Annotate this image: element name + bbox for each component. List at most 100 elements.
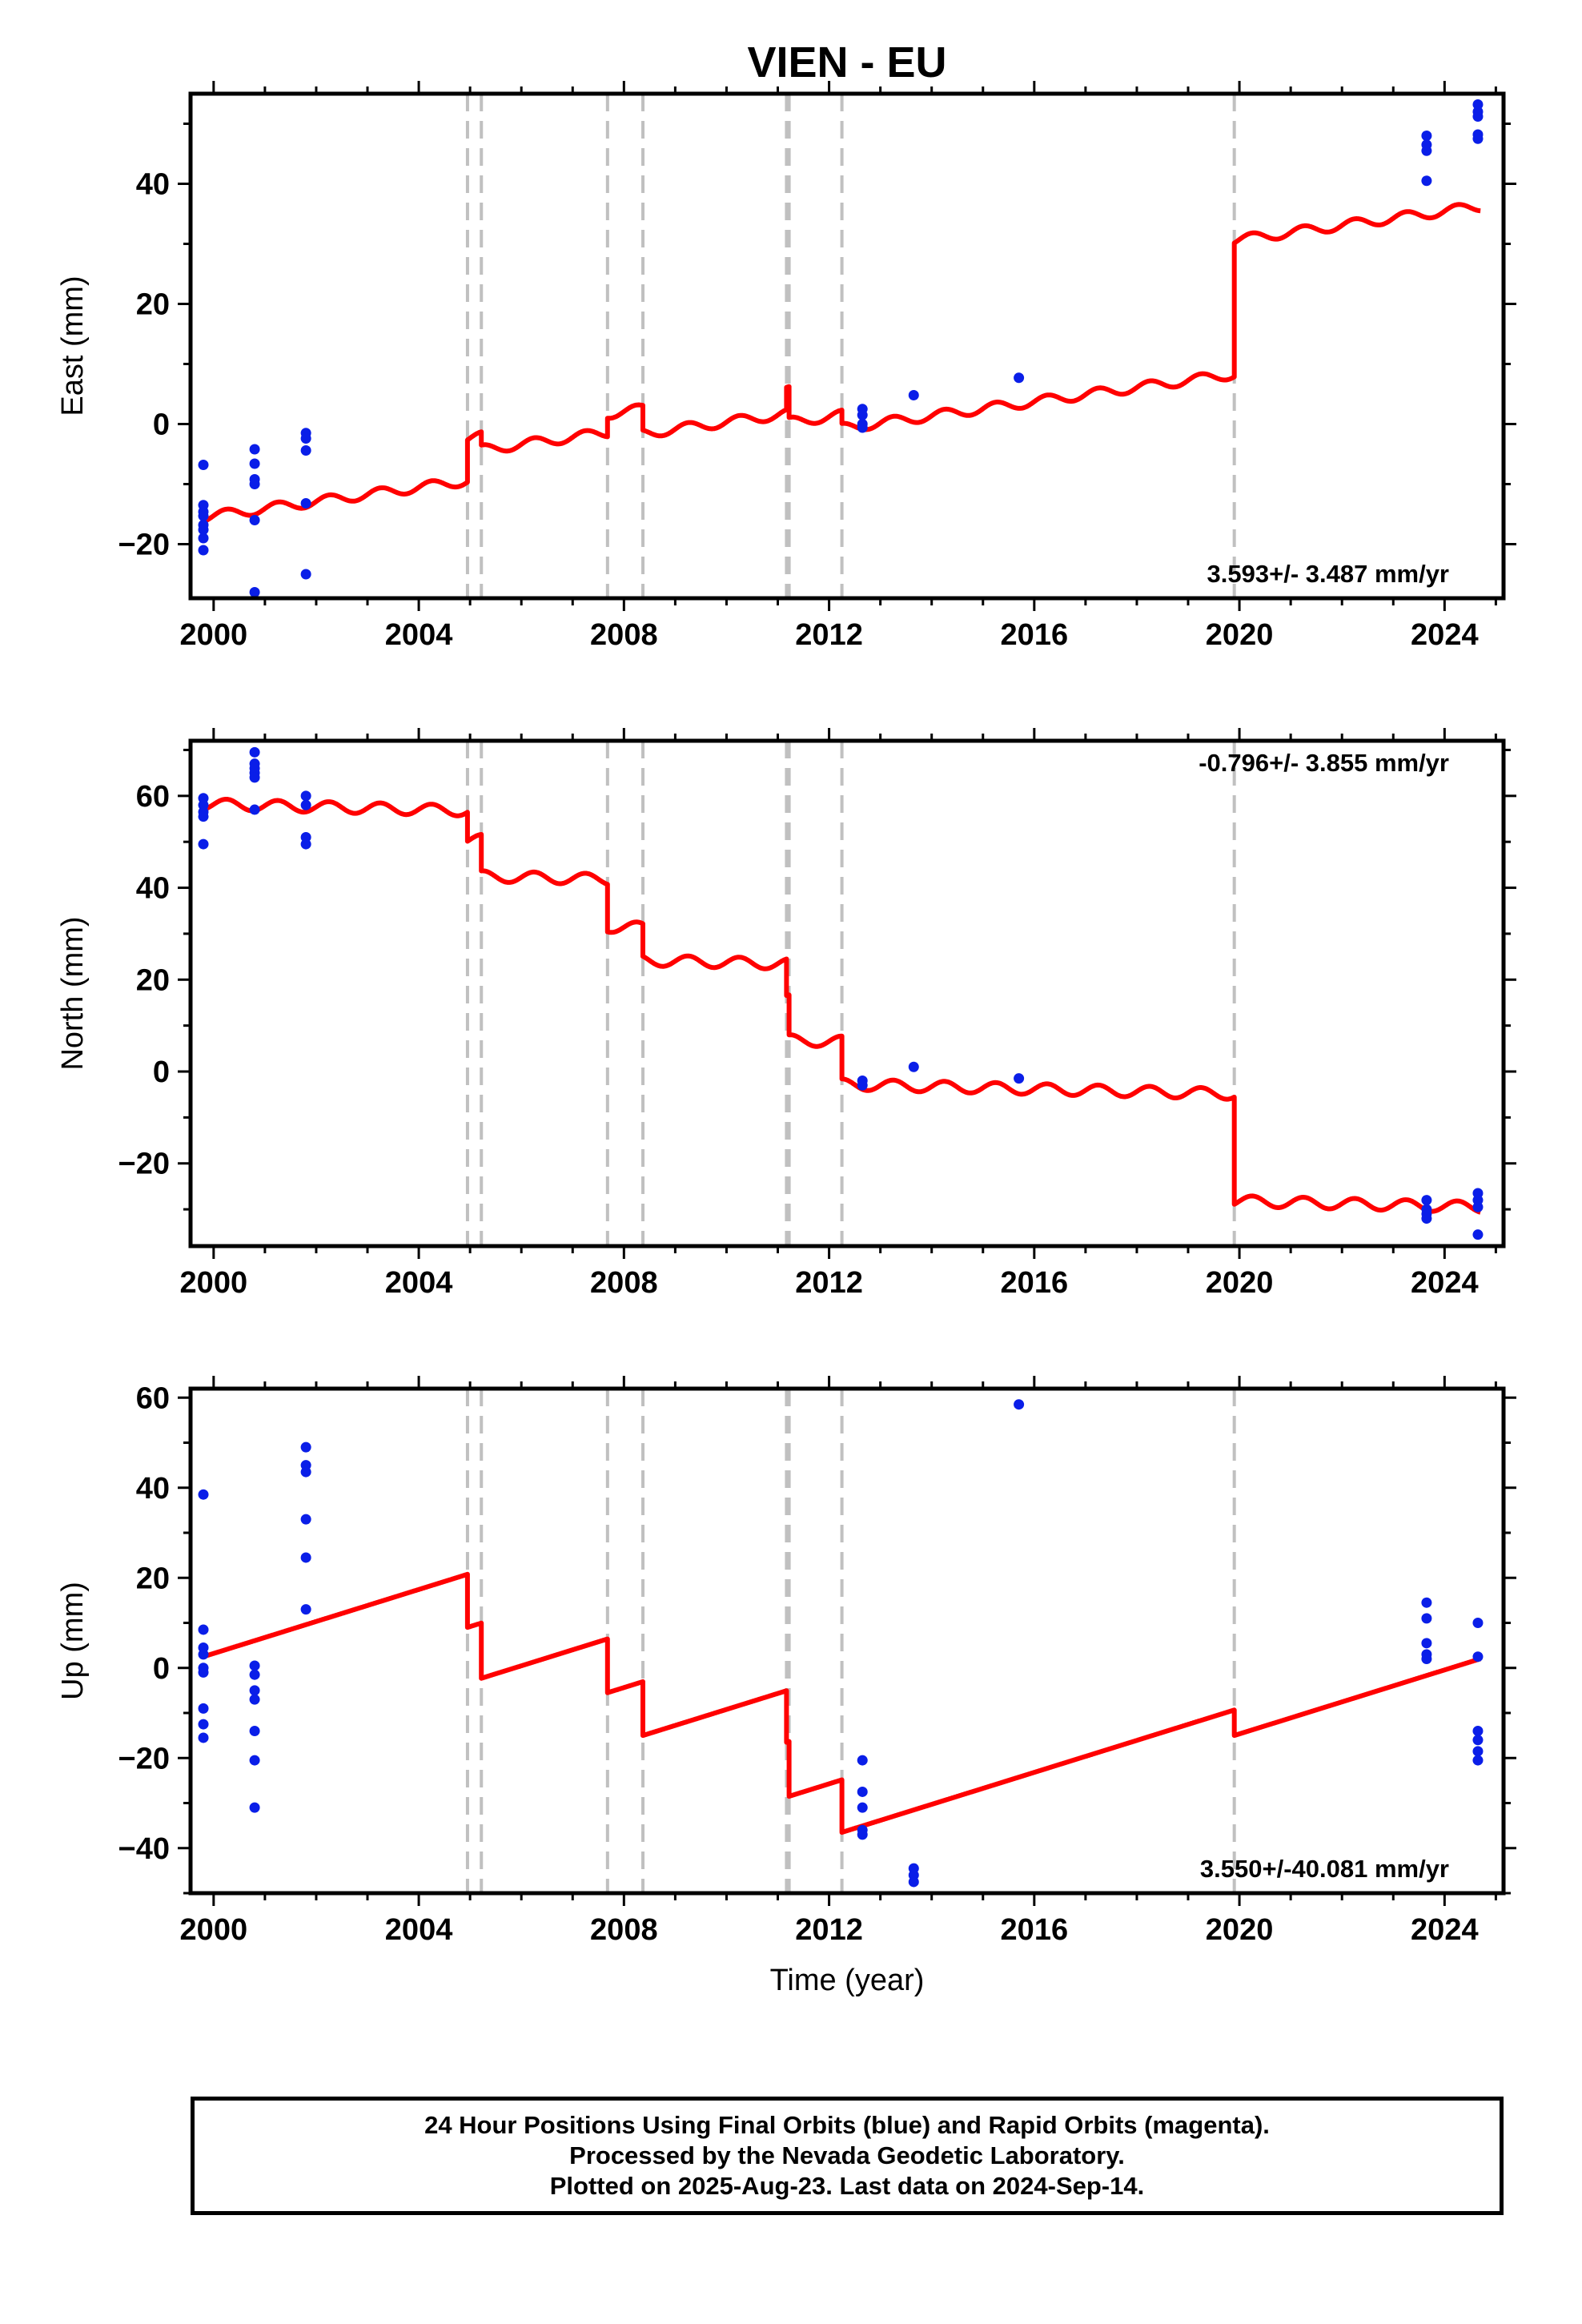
y-tick-label: 60 [136, 1381, 170, 1415]
y-tick-label: 60 [136, 780, 170, 814]
rate-annotation: 3.550+/-40.081 mm/yr [1200, 1855, 1449, 1883]
data-point [198, 1624, 209, 1635]
data-point [1472, 1755, 1484, 1766]
data-point [1472, 1735, 1484, 1746]
y-tick-label: −20 [118, 1148, 170, 1181]
data-point [249, 1669, 260, 1680]
x-tick-label: 2000 [180, 1266, 248, 1300]
data-point [198, 811, 209, 822]
data-point [1421, 1597, 1432, 1608]
plot-frame [188, 1386, 1506, 1896]
data-point [1472, 1618, 1484, 1628]
data-point [249, 804, 260, 815]
data-point [1472, 1651, 1484, 1663]
data-point [198, 460, 209, 470]
data-point [857, 1080, 868, 1091]
x-tick-label: 2016 [1001, 618, 1069, 652]
data-point [1014, 372, 1025, 384]
y-tick-label: 20 [136, 1562, 170, 1595]
data-point [198, 1719, 209, 1730]
data-point [1472, 1746, 1484, 1757]
data-point [1472, 99, 1484, 110]
data-point [198, 533, 209, 544]
data-point [908, 390, 919, 400]
panel-north: 2000 2004 2008 2012 2016 2020 2024 −20 0 20 40 60 No… [56, 728, 1516, 1300]
data-point [1472, 1229, 1484, 1240]
data-point [300, 1552, 311, 1563]
caption-line-3: Plotted on 2025-Aug-23. Last data on 202… [549, 2172, 1145, 2200]
data-point [857, 422, 868, 433]
y-tick-label: 0 [153, 1055, 170, 1089]
data-point [249, 1694, 260, 1705]
data-point [198, 838, 209, 850]
data-point [198, 545, 209, 556]
data-point [249, 1802, 260, 1813]
x-tick-label: 2000 [180, 1913, 248, 1947]
model-line [202, 202, 1483, 525]
data-point [857, 409, 868, 420]
y-tick-label: 0 [153, 408, 170, 442]
panel-up: 2000 2004 2008 2012 2016 2020 2024 −40 −20 0 20 40 6… [56, 1376, 1516, 1947]
y-tick-label: −20 [118, 529, 170, 562]
x-tick-label: 2020 [1206, 1266, 1274, 1300]
data-point [1421, 175, 1432, 187]
data-point [1472, 1201, 1484, 1212]
x-tick-label: 2008 [590, 1266, 658, 1300]
figure-title: VIEN - EU [747, 38, 946, 86]
data-point [300, 838, 311, 850]
data-point [300, 1514, 311, 1525]
y-tick-label: 20 [136, 963, 170, 997]
y-tick-label: 40 [136, 168, 170, 202]
data-point [300, 498, 311, 509]
data-point [857, 1786, 868, 1797]
data-point [249, 587, 260, 597]
data-point [300, 790, 311, 802]
data-point [249, 1660, 260, 1671]
x-tick-label: 2024 [1411, 1266, 1479, 1300]
data-point [300, 1441, 311, 1453]
y-axis-label: Up (mm) [56, 1582, 90, 1700]
data-point [857, 1802, 868, 1813]
data-point [249, 1755, 260, 1766]
data-point [198, 1732, 209, 1743]
data-point [249, 515, 260, 525]
data-point [1472, 1726, 1484, 1736]
data-point [908, 1876, 919, 1888]
data-point [300, 569, 311, 580]
data-point [1421, 1213, 1432, 1224]
data-point [1014, 1399, 1025, 1410]
x-tick-label: 2024 [1411, 618, 1479, 652]
data-point [198, 1489, 209, 1500]
y-tick-label: 20 [136, 288, 170, 322]
data-point [249, 1726, 260, 1736]
data-point [249, 444, 260, 455]
data-point [300, 1466, 311, 1478]
x-tick-label: 2004 [385, 1266, 453, 1300]
data-point [1421, 1613, 1432, 1624]
data-point [198, 1703, 209, 1714]
y-tick-label: −20 [118, 1742, 170, 1775]
data-point [249, 1685, 260, 1696]
data-point [198, 510, 209, 521]
caption-line-1: 24 Hour Positions Using Final Orbits (bl… [424, 2111, 1270, 2139]
data-point [1014, 1073, 1025, 1084]
data-point [857, 1829, 868, 1840]
y-tick-label: 40 [136, 872, 170, 906]
data-point [857, 1755, 868, 1766]
x-tick-label: 2016 [1001, 1913, 1069, 1947]
x-tick-label: 2008 [590, 1913, 658, 1947]
data-point [300, 445, 311, 456]
y-tick-label: 40 [136, 1472, 170, 1506]
y-tick-label: −40 [118, 1832, 170, 1866]
x-tick-label: 2012 [795, 618, 863, 652]
data-point [300, 1604, 311, 1615]
x-tick-label: 2004 [385, 1913, 453, 1947]
data-point [1421, 1654, 1432, 1664]
data-point [249, 772, 260, 783]
x-tick-label: 2024 [1411, 1913, 1479, 1947]
data-point [1421, 131, 1432, 141]
x-tick-label: 2012 [795, 1913, 863, 1947]
data-point [249, 746, 260, 758]
data-point [1421, 1195, 1432, 1206]
